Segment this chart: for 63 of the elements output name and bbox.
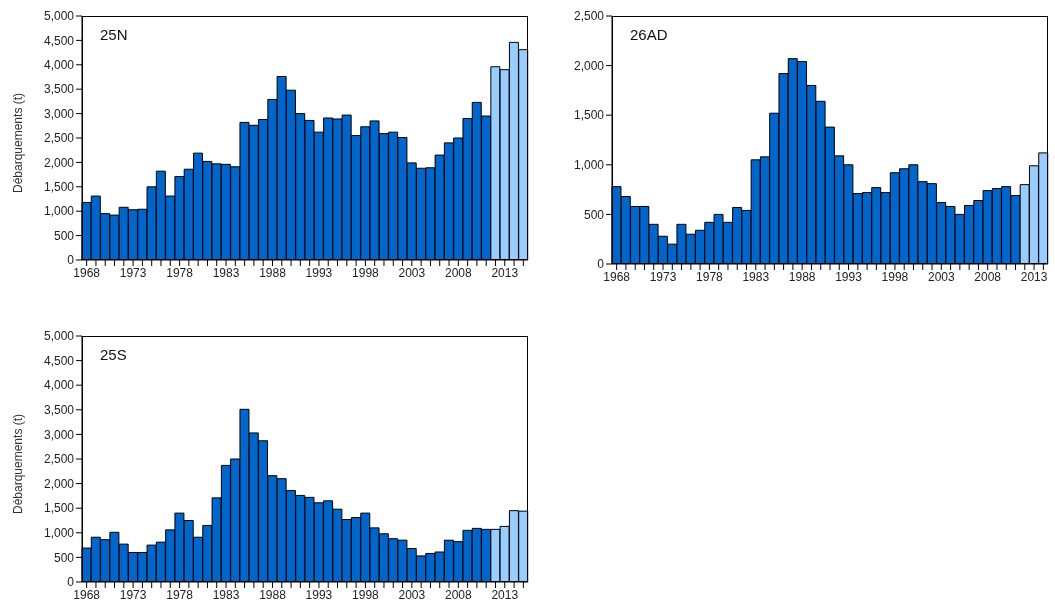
x-tick-label: 1998 [352, 265, 380, 280]
x-tick-label: 1968 [73, 587, 101, 602]
x-tick-label: 1993 [835, 269, 863, 284]
x-tick-label: 1983 [212, 265, 240, 280]
x-tick-label: 1968 [603, 269, 631, 284]
y-tick-label: 0 [597, 257, 605, 272]
x-tick-label: 1978 [696, 269, 724, 284]
y-tick-label: 1,000 [43, 526, 75, 541]
y-tick-label: 4,500 [43, 353, 75, 368]
x-tick-label: 2008 [444, 265, 472, 280]
y-tick-label: 4,000 [43, 58, 75, 73]
x-tick-label: 1973 [649, 269, 677, 284]
x-tick-label: 2013 [491, 265, 519, 280]
y-tick-label: 2,000 [573, 58, 605, 73]
x-tick-label: 1993 [305, 587, 333, 602]
y-tick-label: 0 [67, 575, 75, 590]
x-tick-label: 2008 [974, 269, 1002, 284]
x-tick-label: 1978 [166, 587, 194, 602]
x-tick-label: 1973 [119, 587, 147, 602]
x-tick-label: 1998 [352, 587, 380, 602]
y-tick-label: 1,500 [43, 501, 75, 516]
x-tick-label: 2013 [491, 587, 519, 602]
y-tick-label: 1,000 [43, 204, 75, 219]
y-tick-label: 3,000 [43, 427, 75, 442]
y-tick-label: 2,500 [573, 9, 605, 24]
x-tick-label: 2003 [398, 265, 426, 280]
x-tick-label: 1993 [305, 265, 333, 280]
x-tick-label: 2003 [398, 587, 426, 602]
y-tick-label: 4,500 [43, 33, 75, 48]
y-axis-title: Débarquements (t) [11, 92, 26, 193]
y-tick-label: 5,000 [43, 9, 75, 24]
y-tick-label: 1,500 [573, 108, 605, 123]
x-tick-label: 2003 [927, 269, 955, 284]
y-tick-label: 1,000 [573, 158, 605, 173]
x-tick-label: 1998 [881, 269, 909, 284]
x-tick-label: 2013 [1020, 269, 1048, 284]
y-tick-label: 0 [67, 253, 75, 268]
y-tick-label: 1,500 [43, 180, 75, 195]
y-tick-label: 4,000 [43, 378, 75, 393]
y-tick-label: 500 [53, 228, 75, 243]
y-tick-label: 2,500 [43, 452, 75, 467]
x-tick-label: 1978 [166, 265, 194, 280]
y-tick-label: 2,000 [43, 476, 75, 491]
y-tick-label: 5,000 [43, 329, 75, 344]
text: 25N [100, 26, 128, 43]
x-tick-label: 1973 [119, 265, 147, 280]
y-axis-title: Débarquements (t) [11, 413, 26, 514]
x-tick-label: 1983 [212, 587, 240, 602]
x-tick-label: 1968 [73, 265, 101, 280]
x-tick-label: 1988 [788, 269, 816, 284]
x-tick-label: 2008 [444, 587, 472, 602]
text: 26AD [630, 26, 668, 43]
x-tick-label: 1988 [259, 587, 287, 602]
x-tick-label: 1983 [742, 269, 770, 284]
y-tick-label: 2,000 [43, 155, 75, 170]
text: 25S [100, 346, 127, 363]
y-tick-label: 2,500 [43, 131, 75, 146]
x-tick-label: 1988 [259, 265, 287, 280]
y-tick-label: 3,500 [43, 403, 75, 418]
y-tick-label: 500 [583, 207, 605, 222]
y-tick-label: 3,500 [43, 82, 75, 97]
y-tick-label: 3,000 [43, 106, 75, 121]
y-tick-label: 500 [53, 550, 75, 565]
